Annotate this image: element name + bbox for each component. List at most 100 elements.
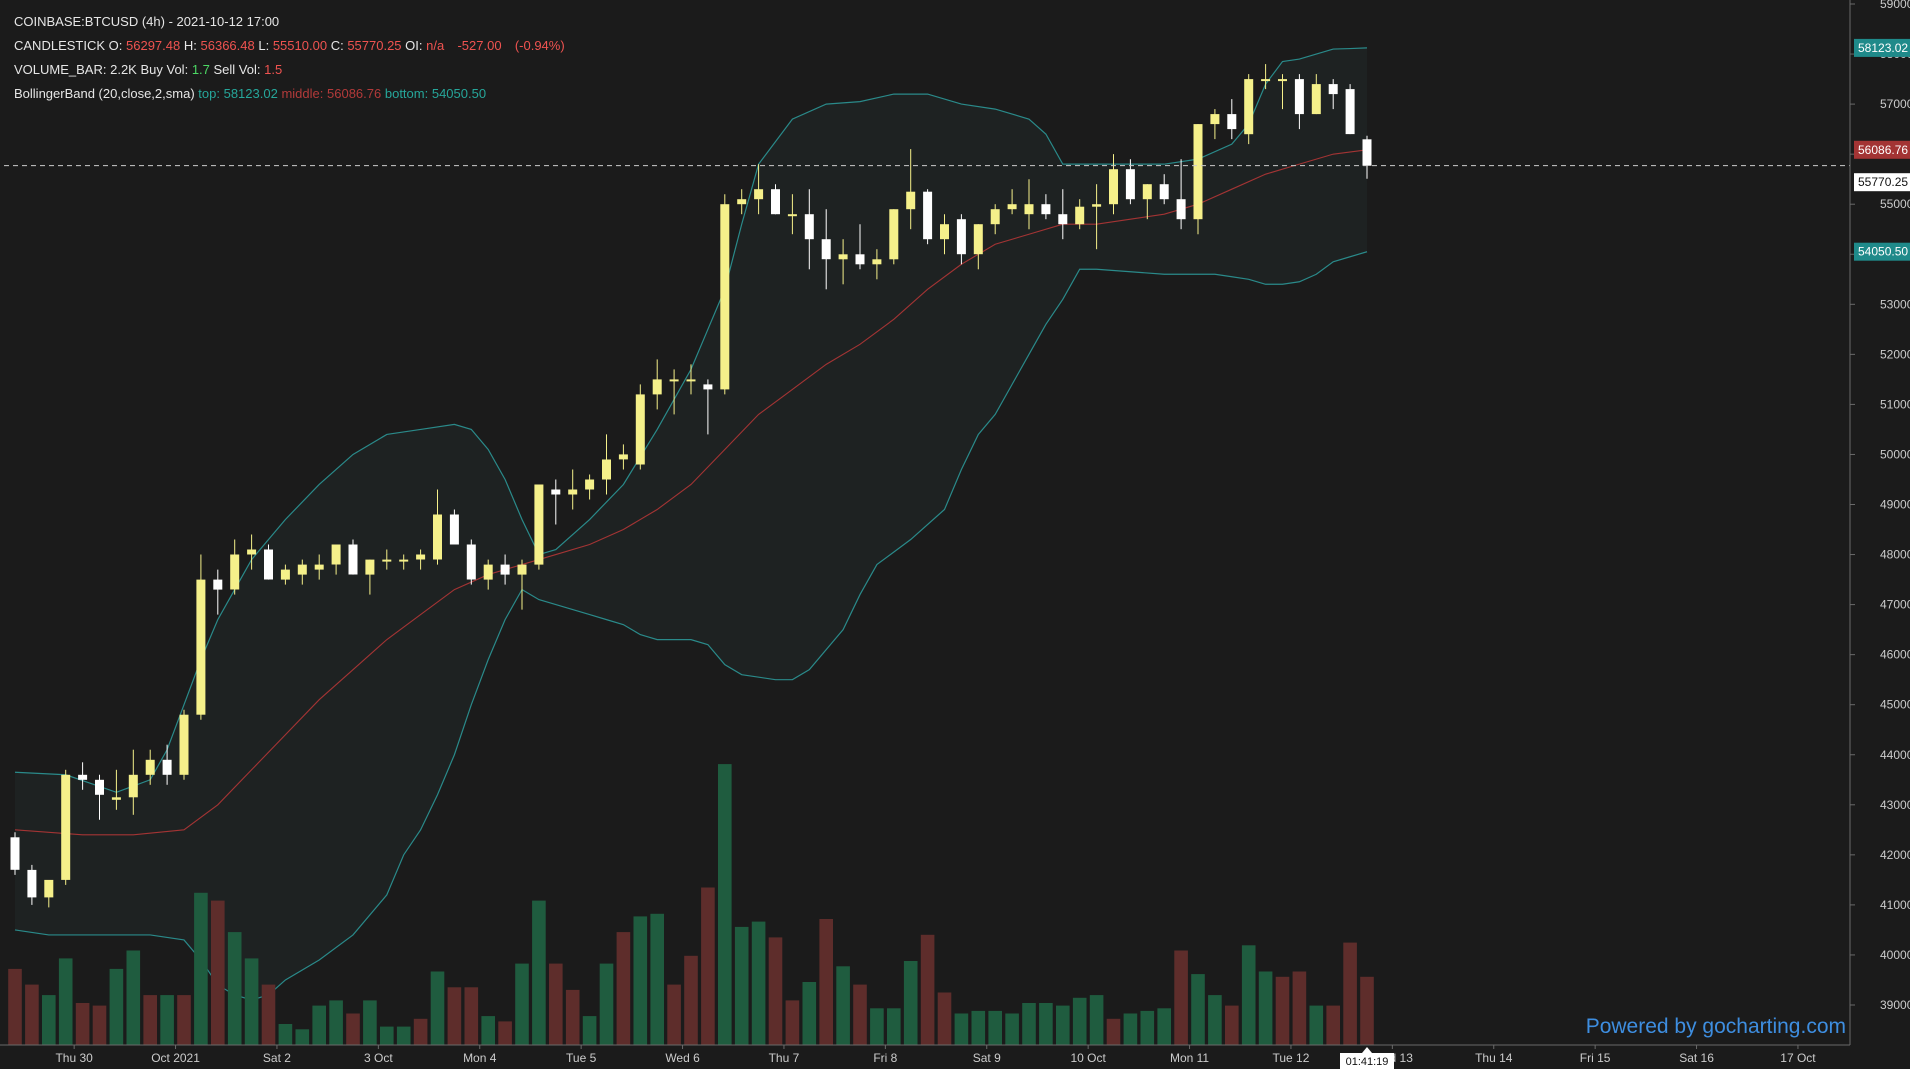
bb-middle-label: middle: [281, 86, 324, 101]
volume-bar [718, 764, 732, 1045]
candle-body [940, 224, 949, 240]
volume-bar [819, 919, 833, 1045]
y-tick-label: 39000 [1880, 998, 1910, 1012]
candle-body [585, 479, 595, 490]
volume-bar [870, 1008, 884, 1046]
price-tag-bb-lower-bg [1854, 242, 1910, 261]
volume-bar [1275, 976, 1290, 1046]
candle-body [703, 384, 713, 390]
volume-bar [920, 934, 935, 1046]
x-tick-label: Tue 5 [566, 1051, 597, 1065]
open-value: 56297.48 [126, 38, 181, 53]
x-tick-label: 10 Oct [1070, 1051, 1106, 1065]
candle-body [416, 554, 426, 560]
y-tick-label: 43000 [1880, 798, 1910, 812]
volume-bar [1157, 1008, 1171, 1046]
volume-bar [413, 1018, 428, 1046]
volume-bar [1056, 1005, 1070, 1045]
candle-body [737, 199, 747, 205]
volume-bar [1258, 971, 1273, 1045]
sell-vol-value: 1.5 [264, 62, 283, 77]
volume-bar [396, 1026, 411, 1045]
y-tick-label: 48000 [1880, 548, 1910, 562]
high-label: H: [183, 38, 197, 53]
volume-bar [329, 1000, 343, 1045]
candle-body [1109, 169, 1118, 205]
volume-bar [667, 984, 681, 1045]
low-value: 55510.00 [272, 38, 328, 53]
x-tick-label: Mon 11 [1170, 1051, 1209, 1065]
candle-body [247, 549, 257, 555]
volume-bar [1022, 1003, 1036, 1045]
volume-bar [295, 1029, 310, 1046]
y-tick-label: 44000 [1880, 748, 1910, 762]
candle-body [145, 759, 155, 775]
candle-body [754, 189, 764, 200]
candle-body [196, 579, 206, 715]
x-tick-label: Wed 6 [665, 1051, 700, 1065]
volume-bar [8, 968, 22, 1045]
volume-bar [1106, 1018, 1121, 1046]
candle-body [1007, 204, 1017, 210]
volume-bar [532, 900, 546, 1045]
x-tick-label: Thu 7 [769, 1051, 800, 1065]
close-label: C: [330, 38, 344, 53]
bb-bottom-value: 54050.50 [431, 86, 487, 101]
volume-bar [75, 1003, 90, 1045]
volume-bar [1292, 971, 1307, 1045]
legend-volume-line: VOLUME_BAR: 2.2K Buy Vol: 1.7 Sell Vol: … [14, 58, 565, 82]
candle-body [1210, 114, 1220, 125]
volume-bar [785, 1000, 800, 1045]
powered-by-link[interactable]: Powered by gocharting.com [1585, 1015, 1846, 1038]
bb-top-value: 58123.02 [223, 86, 278, 101]
volume-bar [582, 1016, 597, 1045]
candle-body [1176, 199, 1186, 220]
volume-bar [903, 961, 918, 1045]
low-label: L: [258, 38, 270, 53]
candle-body [111, 797, 121, 800]
x-tick-label: 17 Oct [1780, 1051, 1816, 1065]
price-tag-last-bg [1854, 173, 1910, 192]
y-tick-label: 49000 [1880, 498, 1910, 512]
volume-bar [768, 937, 783, 1045]
oi-label: OI: [405, 38, 423, 53]
candle-body [61, 774, 71, 880]
volume-bar [363, 1000, 377, 1045]
volume-bar [227, 932, 242, 1045]
x-tick-label: Oct 2021 [151, 1051, 200, 1065]
y-tick-label: 42000 [1880, 848, 1910, 862]
candle-body [804, 214, 814, 240]
sell-vol-label: Sell Vol: [213, 62, 261, 77]
volume-bar [346, 1013, 360, 1045]
candle-body [1125, 169, 1135, 200]
candle-body [1041, 204, 1051, 215]
volume-bar [211, 900, 225, 1045]
volume-layer [8, 764, 1374, 1046]
candle-body [213, 579, 223, 590]
candle-body [568, 489, 578, 495]
candle-body [1362, 139, 1372, 166]
volume-bar [380, 1026, 394, 1045]
crosshair-time-label: 01:41:19 [1346, 1056, 1389, 1068]
x-tick-label: Thu 30 [55, 1051, 93, 1065]
bb-upper-line [14, 47, 1368, 793]
x-tick-label: Sat 9 [973, 1051, 1001, 1065]
volume-bar [177, 995, 191, 1045]
candle-body [1142, 184, 1152, 200]
candle-body [618, 454, 628, 460]
candle-body [483, 564, 493, 580]
x-tick-label: Tue 12 [1272, 1051, 1309, 1065]
volume-bar [1089, 995, 1104, 1045]
candle-body [331, 544, 341, 565]
volume-bar [143, 995, 157, 1045]
x-tick-label: Sat 16 [1679, 1051, 1714, 1065]
candle-body [264, 549, 273, 580]
candle-body [669, 379, 679, 382]
x-tick-label: Sat 2 [263, 1051, 291, 1065]
buy-vol-value: 1.7 [191, 62, 210, 77]
x-tick-label: Fri 8 [873, 1051, 897, 1065]
buy-vol-label: Buy Vol: [140, 62, 189, 77]
